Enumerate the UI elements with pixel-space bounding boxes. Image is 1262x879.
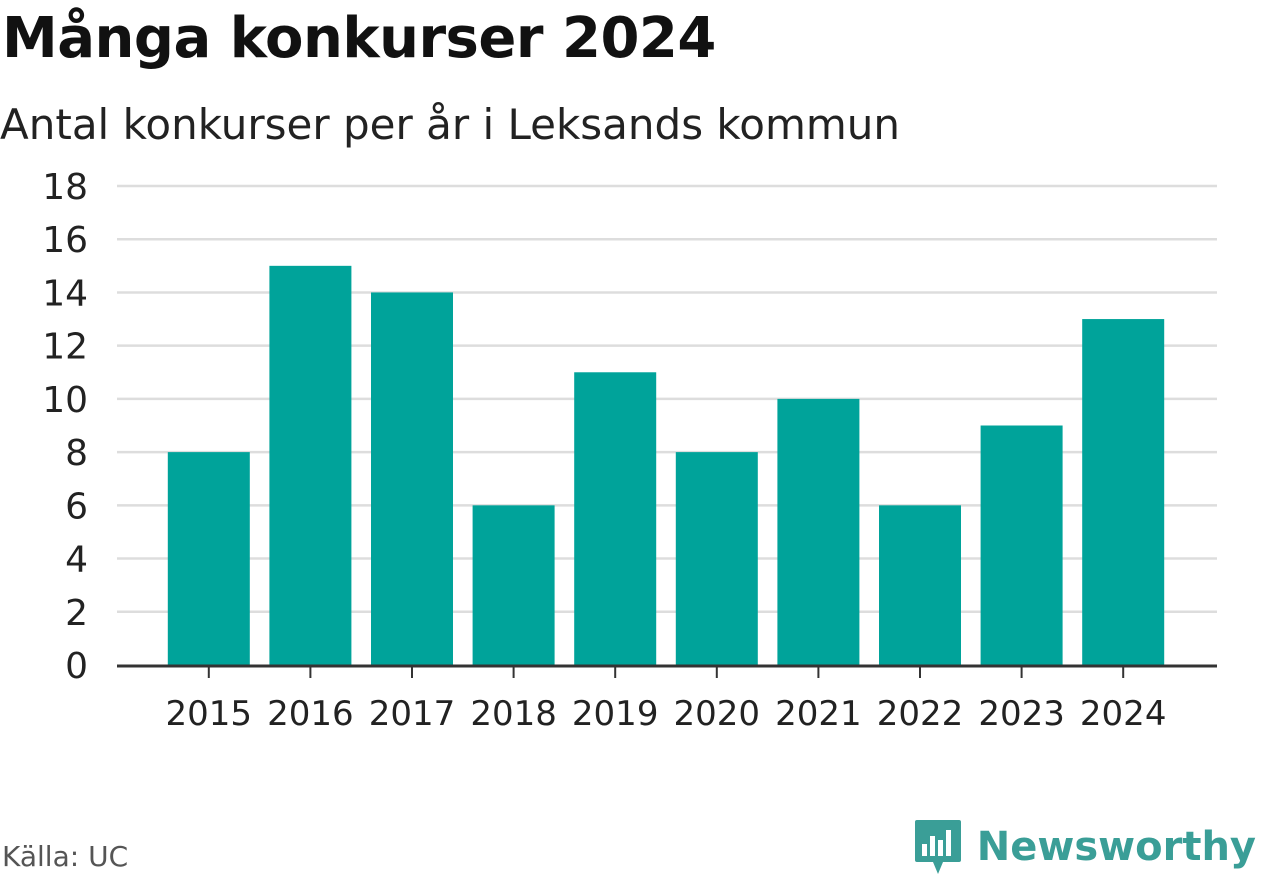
brand-name: Newsworthy [976, 824, 1256, 870]
bar-2023 [980, 425, 1063, 665]
y-tick-label: 0 [65, 646, 88, 687]
x-tick-label: 2021 [775, 694, 862, 734]
bar-2019 [574, 372, 657, 665]
y-tick-label: 14 [42, 273, 88, 314]
bar-2016 [269, 265, 352, 665]
newsworthy-logo-icon [914, 820, 961, 874]
x-tick-label: 2019 [572, 694, 659, 734]
x-tick-label: 2020 [674, 694, 761, 734]
x-tick-label: 2015 [166, 694, 253, 734]
bar-2015 [167, 452, 250, 665]
chart-title: Många konkurser 2024 [2, 6, 716, 71]
y-tick-label: 4 [65, 540, 88, 581]
y-tick-label: 18 [42, 167, 88, 208]
y-tick-label: 2 [65, 593, 88, 634]
bar-chart: 0 2 4 6 8 10 12 14 16 18 2015 2016 2017 2018 2019 2020 2… [42, 167, 1217, 734]
bar-2021 [777, 398, 860, 665]
bar-2018 [472, 505, 555, 665]
x-tick-label: 2024 [1080, 694, 1167, 734]
bar-2024 [1082, 319, 1165, 665]
y-tick-label: 8 [65, 433, 88, 474]
y-tick-label: 6 [65, 486, 88, 527]
bar-2020 [675, 452, 758, 665]
x-tick-label: 2018 [470, 694, 557, 734]
chart-subtitle: Antal konkurser per år i Leksands kommun [0, 100, 901, 149]
x-tick-label: 2023 [978, 694, 1065, 734]
bar-2017 [371, 292, 453, 665]
y-tick-label: 16 [42, 220, 88, 261]
bar-2022 [879, 505, 961, 665]
brand-logo: Newsworthy [913, 818, 1256, 876]
y-tick-label: 12 [42, 327, 88, 368]
x-tick-label: 2016 [267, 694, 354, 734]
x-tick-label: 2017 [369, 694, 456, 734]
source-note: Källa: UC [2, 840, 129, 873]
y-tick-label: 10 [42, 380, 88, 421]
x-tick-label: 2022 [877, 694, 964, 734]
